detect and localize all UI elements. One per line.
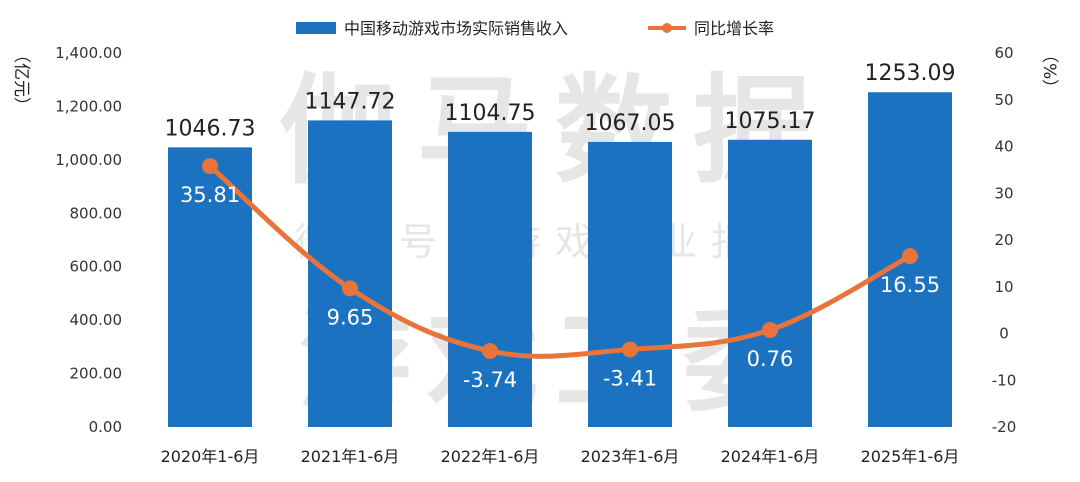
line-point (762, 321, 778, 338)
x-axis-labels: 2020年1-6月 2021年1-6月 2022年1-6月 2023年1-6月 2024… (161, 447, 960, 466)
legend-swatch-marker (662, 23, 672, 33)
y-left-tick-label: 600.00 (70, 258, 123, 276)
y-left-tick-label: 400.00 (70, 311, 123, 329)
line-value-label: 16.55 (880, 273, 940, 297)
y-right-tick-label: 60 (994, 44, 1013, 62)
bar-value-label: 1075.17 (725, 109, 816, 134)
line-point (202, 158, 218, 175)
x-axis-label: 2022年1-6月 (441, 447, 540, 466)
line-value-label: -3.74 (463, 368, 517, 392)
y-right-unit-label: （%） (1039, 46, 1059, 96)
bar-value-label: 1067.05 (585, 111, 676, 136)
y-right-tick-label: -10 (992, 371, 1017, 389)
bar (448, 131, 532, 427)
bar-value-label: 1253.09 (865, 61, 956, 86)
bar-labels: 1046.73 1147.72 1104.75 1067.05 1075.17 1253.… (165, 61, 956, 141)
x-axis-label: 2024年1-6月 (721, 447, 820, 466)
y-left-tick-label: 0.00 (89, 418, 122, 436)
growth-line (208, 164, 912, 359)
y-right-tick-label: 10 (994, 278, 1013, 296)
legend: 中国移动游戏市场实际销售收入 同比增长率 (296, 19, 774, 38)
y-right-tick-label: 30 (994, 184, 1013, 202)
line-series: 35.81 9.65 -3.74 -3.41 0.76 16.55 (180, 158, 940, 392)
y-right-ticks: -20 -10 0 10 20 30 40 50 60 (992, 44, 1017, 436)
bar-value-label: 1147.72 (305, 89, 396, 114)
y-right-tick-label: 0 (999, 325, 1009, 343)
line-value-label: 35.81 (180, 183, 240, 207)
y-left-tick-label: 800.00 (70, 204, 123, 222)
y-left-tick-label: 1,400.00 (55, 44, 122, 62)
bar (588, 141, 672, 427)
line-value-label: 0.76 (747, 347, 794, 371)
bar-series (168, 92, 952, 428)
y-left-unit-label: （亿元） (11, 46, 31, 114)
line-value-label: -3.41 (603, 366, 657, 390)
y-right-tick-label: 20 (994, 231, 1013, 249)
y-left-tick-label: 200.00 (70, 365, 123, 383)
y-right-tick-label: 50 (994, 91, 1013, 109)
legend-label-bar: 中国移动游戏市场实际销售收入 (344, 19, 568, 38)
line-point (622, 341, 638, 358)
y-left-tick-label: 1,200.00 (55, 97, 122, 115)
y-right-tick-label: -20 (992, 418, 1017, 436)
line-point (342, 280, 358, 297)
line-point (482, 342, 498, 359)
legend-swatch-bar (296, 22, 336, 34)
bar (728, 139, 812, 428)
line-value-label: 9.65 (327, 305, 374, 329)
x-axis-label: 2021年1-6月 (301, 447, 400, 466)
x-axis-label: 2020年1-6月 (161, 447, 260, 466)
bar-value-label: 1104.75 (445, 101, 536, 126)
bar-value-label: 1046.73 (165, 116, 256, 141)
legend-label-line: 同比增长率 (694, 19, 774, 38)
y-left-ticks: 0.00 200.00 400.00 600.00 800.00 1,000.00 1,20… (55, 44, 122, 436)
x-axis-label: 2025年1-6月 (861, 447, 960, 466)
line-point (902, 248, 918, 265)
y-right-tick-label: 40 (994, 138, 1013, 156)
y-left-tick-label: 1,000.00 (55, 151, 122, 169)
bar (308, 120, 392, 427)
x-axis-label: 2023年1-6月 (581, 447, 680, 466)
